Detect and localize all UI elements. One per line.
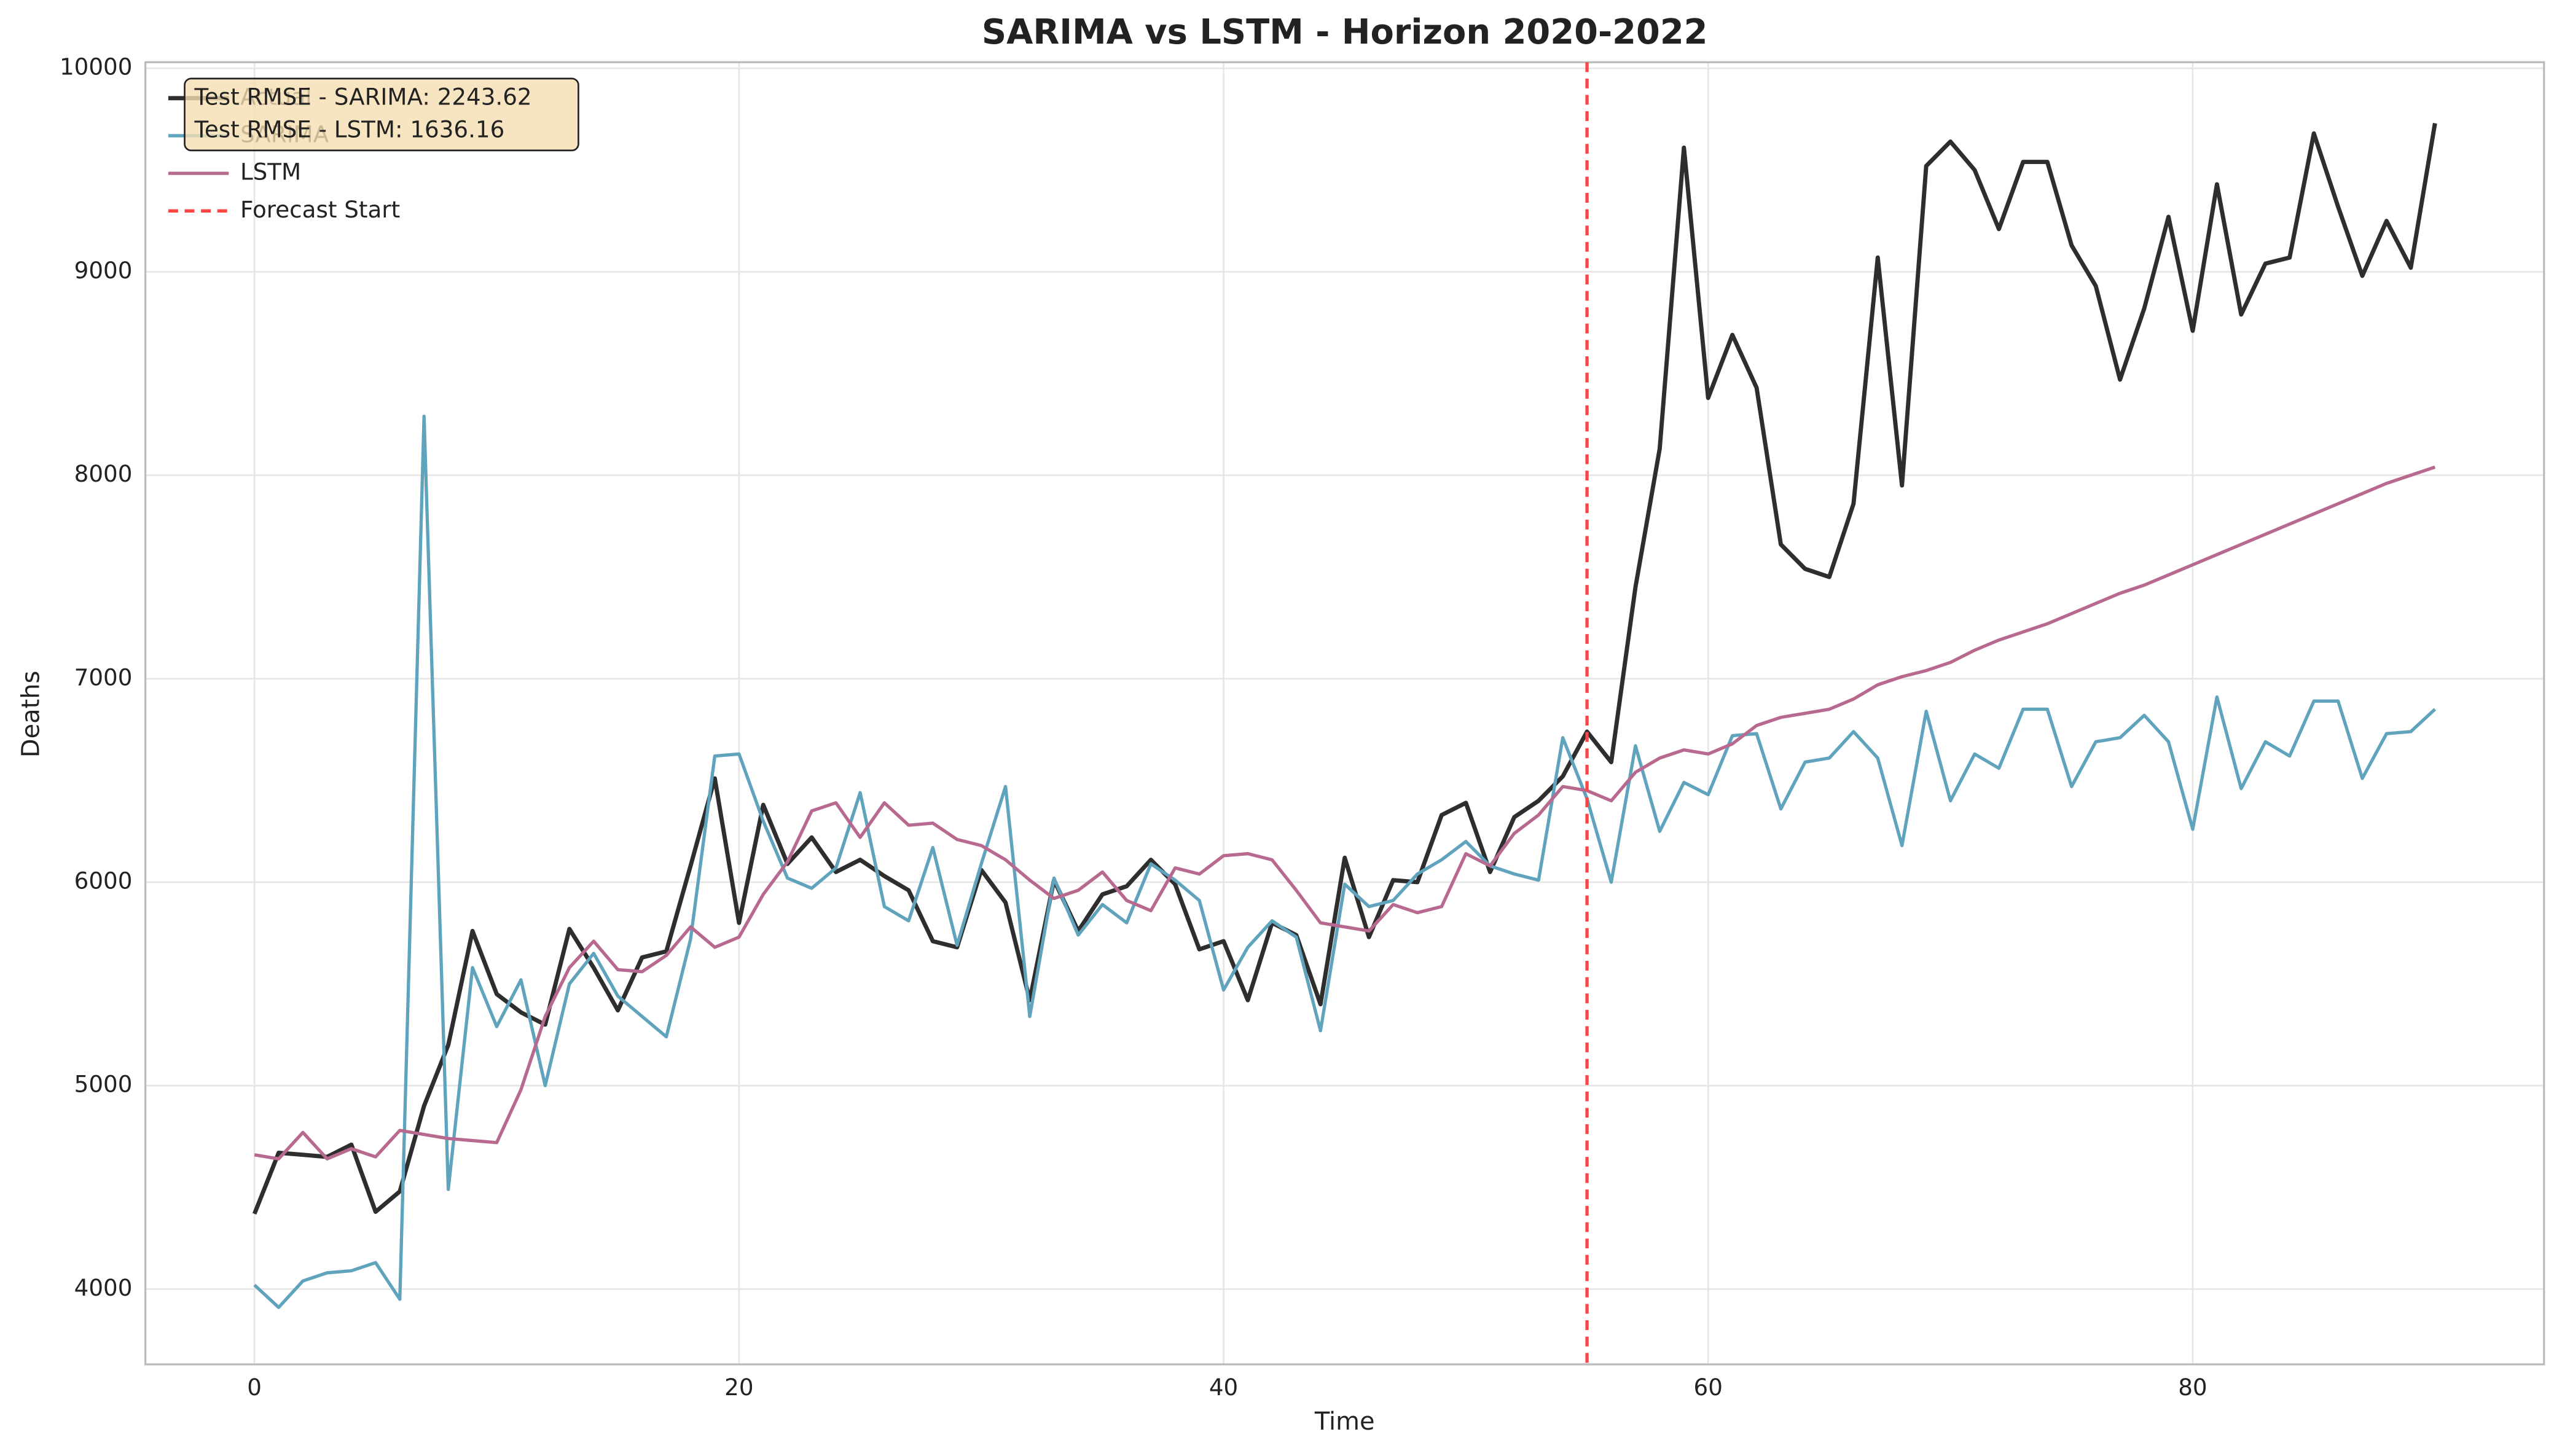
x-tick-label: 0 — [247, 1374, 262, 1401]
annotation-text: Test RMSE - LSTM: 1636.16 — [194, 115, 504, 143]
y-tick-label: 8000 — [74, 460, 133, 487]
x-tick-label: 40 — [1209, 1374, 1238, 1401]
chart-title: SARIMA vs LSTM - Horizon 2020-2022 — [982, 12, 1708, 52]
plot-frame — [144, 61, 2545, 1366]
x-axis-label: Time — [1314, 1407, 1375, 1436]
x-tick-label: 20 — [724, 1374, 753, 1401]
annotation-text: Test RMSE - SARIMA: 2243.62 — [194, 83, 531, 110]
x-tick-label: 80 — [2178, 1374, 2207, 1401]
y-tick-label: 7000 — [74, 663, 133, 691]
annotation-box — [184, 77, 579, 152]
y-tick-label: 10000 — [60, 53, 132, 80]
x-tick-label: 60 — [1694, 1374, 1723, 1401]
y-tick-label: 4000 — [74, 1274, 133, 1301]
legend-label: Forecast Start — [240, 196, 400, 223]
line-series — [252, 123, 2437, 1215]
legend-label: LSTM — [240, 159, 301, 186]
y-tick-label: 5000 — [74, 1071, 133, 1098]
y-axis-label: Deaths — [17, 671, 45, 757]
line-series — [253, 414, 2437, 1309]
y-tick-label: 9000 — [74, 257, 133, 284]
line-series — [254, 465, 2436, 1161]
y-tick-label: 6000 — [74, 867, 133, 894]
